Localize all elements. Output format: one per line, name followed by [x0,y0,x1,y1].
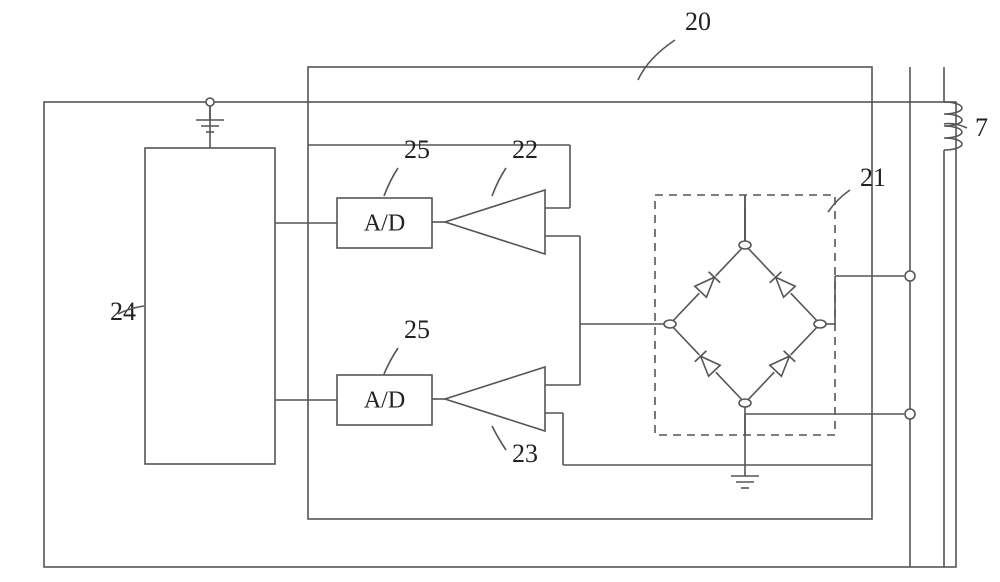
label-25-l25b: 25 [404,315,430,344]
ad-bot-label: A/D [364,388,405,414]
terminal-upper [905,271,915,281]
block-24 [145,148,275,464]
label-20-l20: 20 [685,7,711,36]
label-22-l22: 22 [512,135,538,164]
bridge-node-bottom [739,399,751,407]
label-23-l23: 23 [512,439,538,468]
outer-box [44,102,956,567]
label-21-l21: 21 [860,163,886,192]
label-7-l7: 7 [975,113,988,142]
label-25-l25t: 25 [404,135,430,164]
ad-top-label: A/D [364,211,405,237]
terminal-lower [905,409,915,419]
amp-22 [445,190,545,254]
bridge-node-left [664,320,676,328]
amp-23 [445,367,545,431]
bridge-node-right [814,320,826,328]
bridge-node-top [739,241,751,249]
coil-7 [944,102,962,150]
